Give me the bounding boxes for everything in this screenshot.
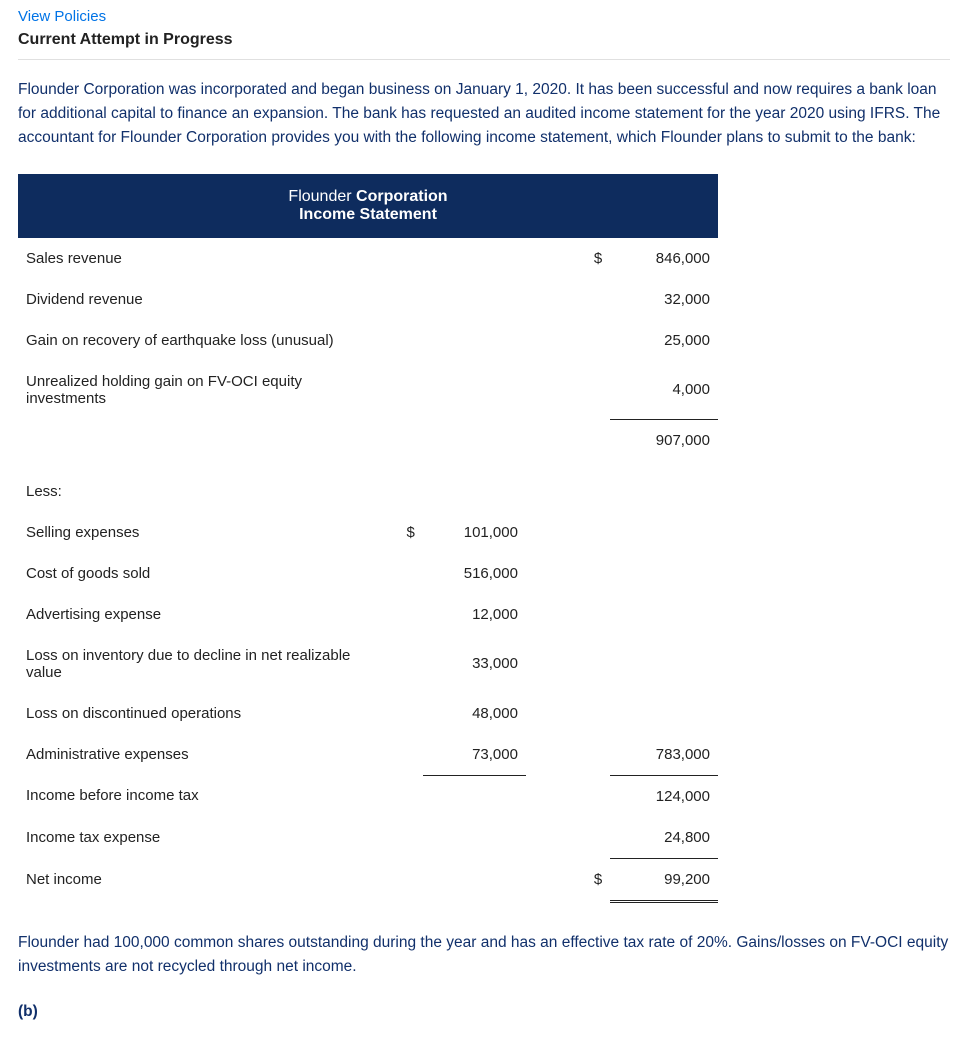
currency: $ — [382, 512, 423, 553]
part-label: (b) — [18, 1003, 950, 1021]
row-label: Unrealized holding gain on FV-OCI equity… — [18, 361, 382, 419]
company-name-bold: Corporation — [356, 188, 448, 205]
problem-statement: Flounder Corporation was incorporated an… — [18, 78, 950, 150]
income-statement: Flounder Corporation Income Statement Sa… — [18, 174, 718, 903]
row-label: Administrative expenses — [18, 734, 382, 776]
row-label: Net income — [18, 858, 382, 901]
amount: 73,000 — [423, 734, 526, 776]
amount: 783,000 — [610, 734, 718, 776]
table-row: Income tax expense 24,800 — [18, 817, 718, 859]
table-row: Administrative expenses 73,000 783,000 — [18, 734, 718, 776]
amount: 48,000 — [423, 693, 526, 734]
amount: 25,000 — [610, 320, 718, 361]
table-row: Loss on inventory due to decline in net … — [18, 635, 718, 693]
table-row: Income before income tax 124,000 — [18, 775, 718, 817]
amount: 124,000 — [610, 775, 718, 817]
table-row: 907,000 — [18, 419, 718, 461]
row-label: Selling expenses — [18, 512, 382, 553]
row-label: Income before income tax — [18, 775, 382, 817]
table-row: Sales revenue $ 846,000 — [18, 238, 718, 279]
table-row: Loss on discontinued operations 48,000 — [18, 693, 718, 734]
table-row: Unrealized holding gain on FV-OCI equity… — [18, 361, 718, 419]
row-label: Advertising expense — [18, 594, 382, 635]
amount: 4,000 — [610, 361, 718, 419]
statement-title: Income Statement — [18, 206, 718, 224]
amount: 907,000 — [610, 419, 718, 461]
row-label: Gain on recovery of earthquake loss (unu… — [18, 320, 382, 361]
company-name-pre: Flounder — [288, 188, 356, 205]
table-row: Dividend revenue 32,000 — [18, 279, 718, 320]
amount: 101,000 — [423, 512, 526, 553]
table-row: Cost of goods sold 516,000 — [18, 553, 718, 594]
amount: 33,000 — [423, 635, 526, 693]
table-row: Advertising expense 12,000 — [18, 594, 718, 635]
currency: $ — [570, 238, 611, 279]
currency: $ — [570, 858, 611, 901]
amount: 846,000 — [610, 238, 718, 279]
row-label: Sales revenue — [18, 238, 382, 279]
row-label: Income tax expense — [18, 817, 382, 859]
statement-table: Sales revenue $ 846,000 Dividend revenue… — [18, 238, 718, 903]
row-label: Loss on discontinued operations — [18, 693, 382, 734]
amount: 24,800 — [610, 817, 718, 859]
amount: 516,000 — [423, 553, 526, 594]
row-label: Dividend revenue — [18, 279, 382, 320]
amount: 99,200 — [610, 858, 718, 901]
table-row: Gain on recovery of earthquake loss (unu… — [18, 320, 718, 361]
amount: 32,000 — [610, 279, 718, 320]
row-label: Loss on inventory due to decline in net … — [18, 635, 382, 693]
table-row: Selling expenses $ 101,000 — [18, 512, 718, 553]
amount: 12,000 — [423, 594, 526, 635]
statement-header: Flounder Corporation Income Statement — [18, 174, 718, 238]
row-label: Less: — [18, 461, 382, 512]
table-row: Less: — [18, 461, 718, 512]
row-label: Cost of goods sold — [18, 553, 382, 594]
table-row: Net income $ 99,200 — [18, 858, 718, 901]
section-title: Current Attempt in Progress — [18, 31, 950, 60]
view-policies-link[interactable]: View Policies — [18, 8, 950, 25]
